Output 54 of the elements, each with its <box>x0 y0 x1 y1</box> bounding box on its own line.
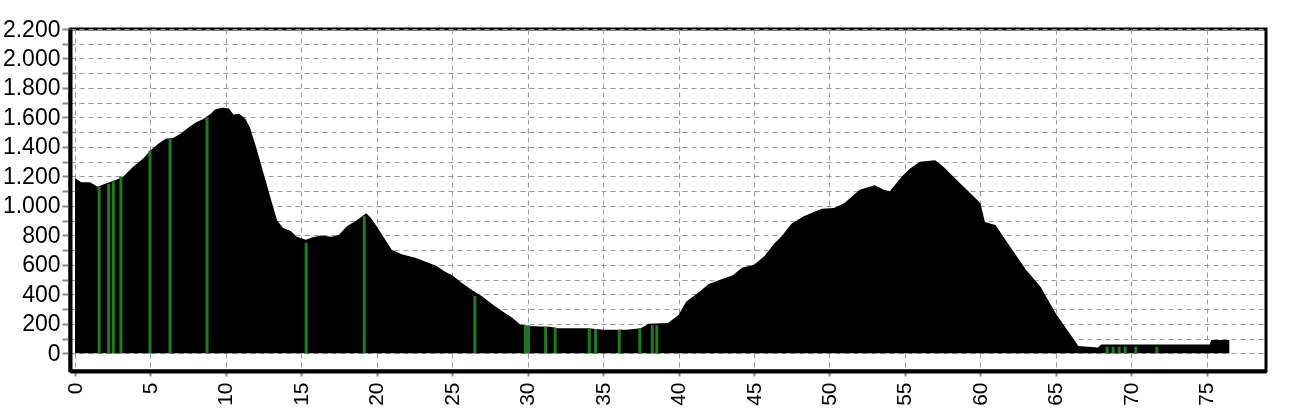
bar <box>362 216 366 354</box>
x-tick-label: 15 <box>288 382 312 406</box>
bar <box>553 327 557 354</box>
y-tick-label: 1.200 <box>2 162 61 189</box>
bar <box>1105 346 1109 354</box>
x-tick-label: 30 <box>515 382 539 406</box>
x-tick-label: 55 <box>892 382 916 406</box>
bar <box>119 176 123 354</box>
bar <box>587 328 591 354</box>
bar <box>111 181 115 354</box>
bar <box>594 328 598 354</box>
bar <box>655 325 659 354</box>
bar <box>205 117 209 354</box>
y-tick-label: 2.000 <box>2 44 61 71</box>
bar <box>638 328 642 354</box>
x-tick-label: 60 <box>967 382 991 406</box>
x-tick-label: 20 <box>364 382 388 406</box>
y-tick-label: 200 <box>22 310 61 337</box>
bar <box>526 325 530 354</box>
x-tick-label: 50 <box>816 382 840 406</box>
x-tick-label: 35 <box>590 382 614 406</box>
x-tick-label: 0 <box>62 382 86 395</box>
bar <box>544 326 548 354</box>
bar <box>107 183 111 354</box>
bar <box>1123 346 1127 354</box>
x-tick-label: 65 <box>1043 382 1067 406</box>
y-tick-label: 1.800 <box>2 74 61 101</box>
y-tick-label: 1.400 <box>2 133 61 160</box>
y-tick-label: 800 <box>22 221 61 248</box>
bar <box>168 138 172 354</box>
bar <box>1111 346 1115 354</box>
y-tick-label: 600 <box>22 251 61 278</box>
bar <box>1155 346 1159 354</box>
x-tick-label: 75 <box>1194 382 1218 406</box>
y-tick-label: 2.200 <box>2 15 61 42</box>
x-tick-label: 25 <box>439 382 463 406</box>
bar <box>473 295 477 354</box>
x-tick-label: 5 <box>137 382 161 395</box>
bar <box>97 186 101 354</box>
y-tick-label: 400 <box>22 280 61 307</box>
x-tick-label: 10 <box>213 382 237 406</box>
x-tick-label: 40 <box>666 382 690 406</box>
bar <box>523 325 527 354</box>
bar <box>1134 346 1138 354</box>
bar <box>148 150 152 354</box>
bar <box>1117 346 1121 354</box>
y-tick-label: 1.600 <box>2 103 61 130</box>
bar <box>650 325 654 354</box>
x-tick-label: 70 <box>1118 382 1142 406</box>
y-tick-label: 0 <box>47 339 61 366</box>
y-tick-label: 1.000 <box>2 192 61 219</box>
bar <box>617 329 621 354</box>
bar <box>304 242 308 354</box>
x-tick-label: 45 <box>741 382 765 406</box>
